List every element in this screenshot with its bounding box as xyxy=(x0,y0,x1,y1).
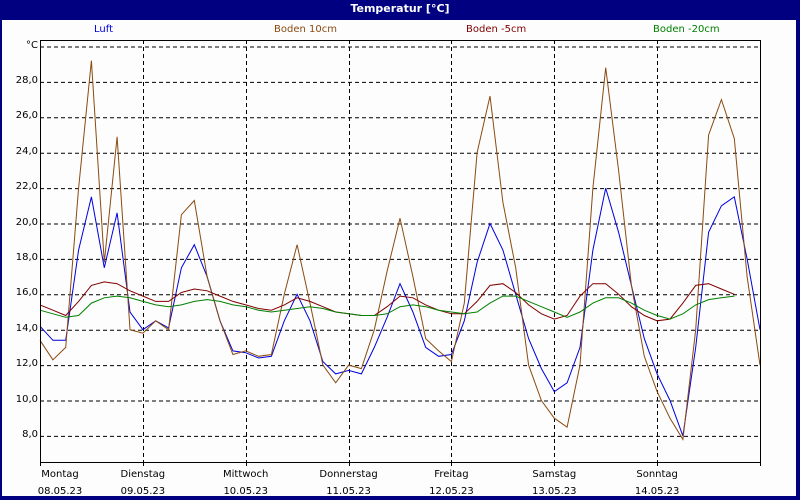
day-date: 12.05.23 xyxy=(429,486,474,497)
series-line-boden-10cm xyxy=(39,60,761,441)
series-line-boden-20cm xyxy=(39,295,735,320)
series-line-luft xyxy=(39,187,761,437)
day-name: Sonntag xyxy=(636,469,678,480)
y-unit-label: °C xyxy=(26,40,38,51)
day-date: 13.05.23 xyxy=(532,486,577,497)
y-tick-label: 14,0 xyxy=(15,322,38,334)
x-day-label: Freitag 12.05.23 xyxy=(411,466,491,500)
window-title: Temperatur [°C] xyxy=(0,0,800,20)
x-day-label: Sonntag 14.05.23 xyxy=(617,466,697,500)
y-tick-label: 22,0 xyxy=(15,181,38,193)
y-tick-label: 16,0 xyxy=(15,287,38,299)
legend-boden-10cm: Boden 10cm xyxy=(274,24,337,35)
x-day-label: Dienstag 09.05.23 xyxy=(103,466,183,500)
y-tick-label: 26,0 xyxy=(15,110,38,122)
y-tick-label: 28,0 xyxy=(15,74,38,86)
y-tick-label: 20,0 xyxy=(15,216,38,228)
y-tick-label: 8,0 xyxy=(22,428,38,440)
y-tick-label: 24,0 xyxy=(15,145,38,157)
chart-panel: Luft Boden 10cm Boden -5cm Boden -20cm °… xyxy=(2,20,796,497)
day-date: 08.05.23 xyxy=(37,486,83,497)
day-date: 11.05.23 xyxy=(326,486,371,497)
day-name: Dienstag xyxy=(120,469,166,480)
day-name: Donnerstag xyxy=(319,469,378,480)
day-name: Mittwoch xyxy=(223,469,269,480)
y-tick-label: 10,0 xyxy=(15,393,38,405)
series-line-boden-5cm xyxy=(39,281,735,322)
x-day-label: Montag 08.05.23 xyxy=(20,466,100,500)
day-date: 09.05.23 xyxy=(120,486,166,497)
day-date: 10.05.23 xyxy=(223,486,268,497)
x-day-label: Samstag 13.05.23 xyxy=(514,466,594,500)
x-day-label: Mittwoch 10.05.23 xyxy=(206,466,286,500)
day-name: Freitag xyxy=(434,469,469,480)
legend-boden-20cm: Boden -20cm xyxy=(653,24,720,35)
x-day-label: Donnerstag 11.05.23 xyxy=(309,466,389,500)
y-tick-label: 18,0 xyxy=(15,251,38,263)
day-date: 14.05.23 xyxy=(634,486,680,497)
legend-boden-5cm: Boden -5cm xyxy=(466,24,527,35)
y-tick-label: 12,0 xyxy=(15,358,38,370)
line-chart-plot xyxy=(39,40,761,466)
plot-frame xyxy=(40,40,761,463)
day-name: Samstag xyxy=(532,469,577,480)
legend-luft: Luft xyxy=(94,24,113,35)
day-name: Montag xyxy=(41,469,79,480)
